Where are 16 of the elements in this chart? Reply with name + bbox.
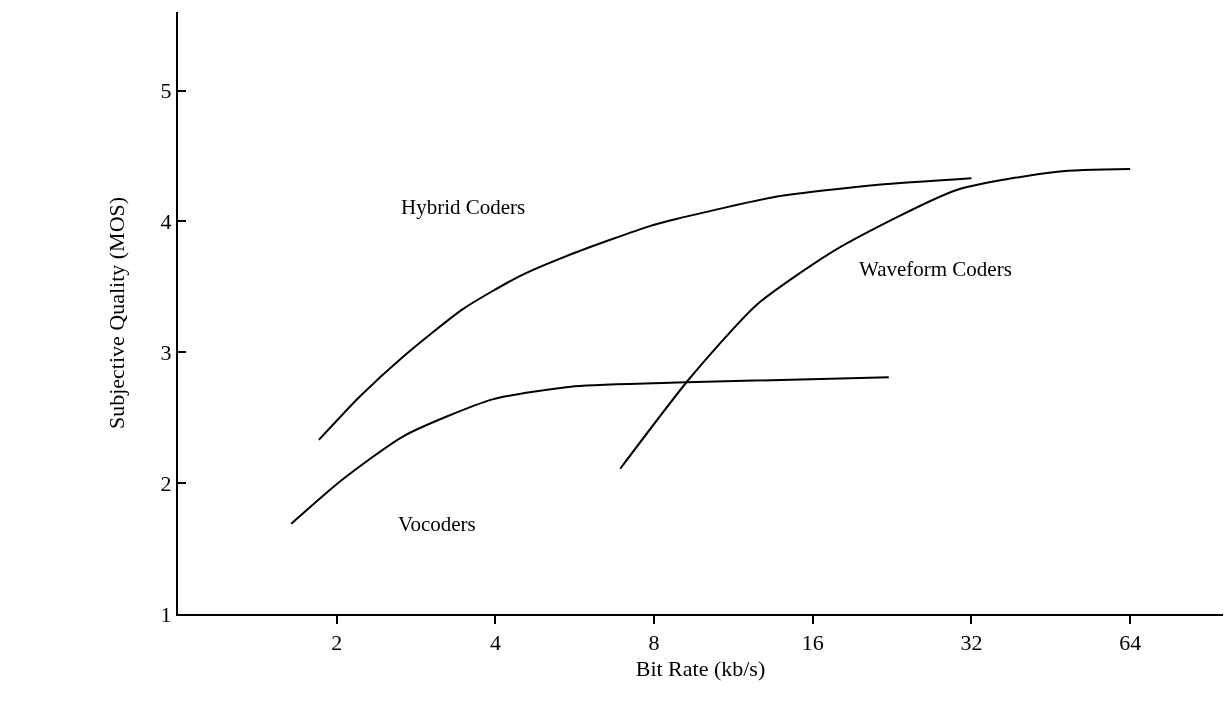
text: Vocoders: [398, 512, 476, 536]
series-label: Waveform Coders: [859, 257, 1012, 281]
x-axis-title: Bit Rate (kb/s): [635, 655, 766, 681]
y-tick-label: 3: [160, 339, 172, 365]
x-tick-label: 64: [1119, 630, 1142, 656]
x-tick-label: 2: [331, 630, 343, 656]
x-tick-label: 16: [801, 630, 824, 656]
x-tick-label: 8: [648, 630, 660, 656]
y-tick-label: 4: [160, 209, 172, 235]
y-tick-label: 1: [160, 601, 172, 627]
x-tick-label: 4: [489, 630, 501, 656]
y-tick-label: 5: [160, 78, 172, 104]
text: Hybrid Coders: [401, 195, 526, 219]
x-tick-label: 32: [960, 630, 983, 656]
y-tick-label: 2: [160, 470, 172, 496]
y-axis-title: Subjective Quality (MOS): [103, 196, 129, 430]
